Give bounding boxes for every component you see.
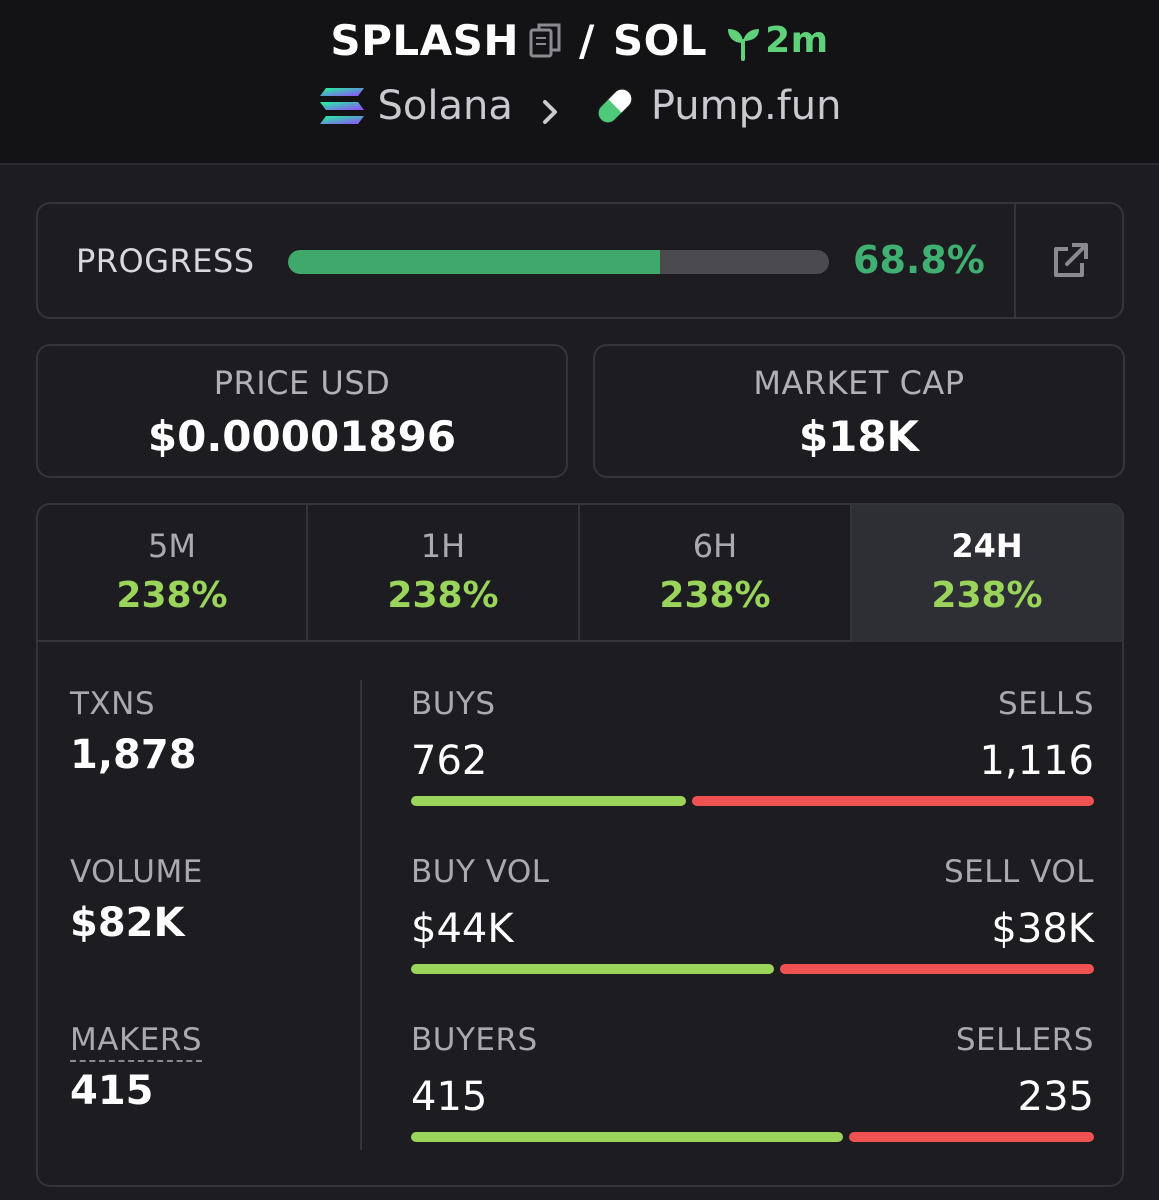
progress-percent: 68.8% — [853, 238, 985, 282]
chain-breadcrumb: Solana Pump.fun — [0, 78, 1159, 134]
sell-vol-label: SELL VOL — [944, 854, 1094, 890]
tab-change: 238% — [659, 575, 771, 616]
tab-change: 238% — [387, 575, 499, 616]
solana-logo-icon — [318, 86, 366, 126]
buys-value: 762 — [411, 738, 488, 784]
buy-vol-value: $44K — [411, 906, 514, 952]
buy-bar — [411, 1132, 843, 1142]
buyers-sellers-row: BUYERS SELLERS 415 235 — [411, 1022, 1094, 1142]
progress-bar-fill — [288, 250, 661, 274]
tab-label: 5M — [148, 527, 196, 565]
progress-bar — [288, 250, 829, 274]
tab-1h[interactable]: 1H 238% — [308, 505, 580, 642]
chevron-right-icon — [535, 91, 565, 124]
txns-value: 1,878 — [70, 732, 197, 778]
buys-sells-row: BUYS SELLS 762 1,116 — [411, 686, 1094, 806]
makers-label[interactable]: MAKERS — [70, 1022, 203, 1062]
buyers-label: BUYERS — [411, 1022, 538, 1058]
timeframe-tabs: 5M 238% 1H 238% 6H 238% 24H 238% — [38, 505, 1122, 642]
chain-name[interactable]: Solana — [377, 83, 513, 129]
buyers-sellers-bar — [411, 1132, 1094, 1142]
pair-header: SPLASH / SOL 2m — [0, 0, 1159, 165]
buy-bar — [411, 796, 686, 806]
sell-bar — [692, 796, 1094, 806]
column-divider — [360, 680, 362, 1150]
buy-sell-volume-bar — [411, 964, 1094, 974]
external-link-icon — [1054, 242, 1088, 277]
tab-change: 238% — [931, 575, 1043, 616]
price-usd-card: PRICE USD $0.00001896 — [36, 344, 568, 478]
sprout-icon — [725, 22, 761, 61]
makers-value: 415 — [70, 1068, 154, 1114]
price-usd-label: PRICE USD — [213, 364, 391, 402]
price-usd-value: $0.00001896 — [147, 412, 457, 461]
market-cap-card: MARKET CAP $18K — [593, 344, 1125, 478]
pill-icon — [591, 82, 639, 130]
buy-vol-label: BUY VOL — [411, 854, 550, 890]
buys-sells-bar — [411, 796, 1094, 806]
external-link-button[interactable] — [1016, 204, 1124, 317]
bonding-progress-card: PROGRESS 68.8% — [36, 202, 1124, 319]
tab-6h[interactable]: 6H 238% — [580, 505, 852, 642]
sellers-value: 235 — [1017, 1074, 1094, 1120]
market-cap-label: MARKET CAP — [753, 364, 965, 402]
buy-sell-volume-row: BUY VOL SELL VOL $44K $38K — [411, 854, 1094, 974]
sells-label: SELLS — [998, 686, 1094, 722]
progress-label: PROGRESS — [76, 242, 255, 280]
market-cap-value: $18K — [798, 412, 920, 461]
tab-change: 238% — [116, 575, 228, 616]
tab-label: 1H — [420, 527, 466, 565]
quote-symbol: SOL — [612, 15, 708, 65]
txns-label: TXNS — [70, 686, 156, 722]
buyers-value: 415 — [411, 1074, 488, 1120]
pair-title: SPLASH / SOL 2m — [0, 12, 1159, 68]
sells-value: 1,116 — [979, 738, 1094, 784]
divider — [1014, 204, 1016, 317]
tab-label: 24H — [951, 527, 1023, 565]
pair-separator: / — [579, 15, 595, 65]
dex-name[interactable]: Pump.fun — [650, 83, 842, 129]
sell-vol-value: $38K — [991, 906, 1094, 952]
txns-stat: TXNS 1,878 — [70, 686, 197, 778]
tab-24h[interactable]: 24H 238% — [852, 505, 1122, 642]
sell-bar — [780, 964, 1094, 974]
buys-label: BUYS — [411, 686, 496, 722]
buy-bar — [411, 964, 774, 974]
token-symbol: SPLASH — [330, 15, 520, 65]
tab-label: 6H — [692, 527, 738, 565]
makers-stat: MAKERS 415 — [70, 1022, 203, 1114]
sell-bar — [849, 1132, 1094, 1142]
volume-label: VOLUME — [70, 854, 203, 890]
stats-card: 5M 238% 1H 238% 6H 238% 24H 238% TXNS 1,… — [36, 503, 1124, 1187]
volume-stat: VOLUME $82K — [70, 854, 203, 946]
sellers-label: SELLERS — [955, 1022, 1094, 1058]
summary-column: TXNS 1,878 VOLUME $82K MAKERS 415 — [38, 642, 360, 1185]
tab-5m[interactable]: 5M 238% — [38, 505, 308, 642]
pair-age: 2m — [765, 19, 829, 61]
copy-icon[interactable] — [529, 21, 563, 59]
volume-value: $82K — [70, 900, 185, 946]
